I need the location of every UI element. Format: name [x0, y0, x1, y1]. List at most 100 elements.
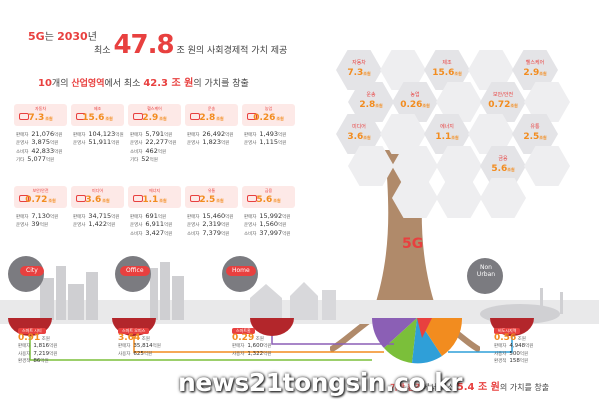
stat-unit: 억원 — [49, 351, 58, 357]
hex-unit: 조원 — [422, 103, 430, 108]
industry-card-unit: 조원 — [276, 116, 284, 121]
bottom-stat-line: 판매자 1,816억원 — [18, 343, 57, 350]
industry-stat-line: 운영사 1,560억원 — [244, 221, 290, 229]
industry-card-unit: 조원 — [48, 198, 56, 203]
stat-unit: 억원 — [221, 141, 230, 147]
stat-value: 500 — [509, 350, 520, 357]
stat-value: 5,077 — [27, 154, 46, 163]
stat-value: 2,319 — [202, 220, 222, 229]
industry-stats: 판매자 26,492억원 운영사 1,823억원 — [187, 131, 233, 148]
stat-label: 판매자 — [118, 344, 131, 350]
stat-label: 판매자 — [130, 215, 143, 220]
industry-card-value: 0.72조원 — [25, 195, 56, 205]
industry-card-unit: 조원 — [273, 198, 281, 203]
hex-value: 5.6조원 — [491, 164, 515, 174]
bottom-card-value: 0.56 — [494, 333, 517, 344]
stat-label: 판매자 — [130, 133, 143, 138]
stat-unit: 억원 — [519, 351, 529, 357]
footer-amount: 5.4 조 원 — [456, 382, 500, 393]
stat-value: 37,997 — [259, 228, 283, 237]
industry-icon — [76, 113, 86, 120]
stat-value: 3,427 — [145, 228, 165, 237]
industry-stats: 판매자 691억원 운영사 6,911억원 소비자 3,427억원 — [130, 213, 172, 238]
headline: 5G는 2030년 — [28, 28, 97, 43]
zone-home: Home — [226, 266, 256, 276]
headline-year: 2030 — [57, 30, 88, 43]
industry-card-unit: 조원 — [216, 116, 224, 121]
industry-card-value: 1.1조원 — [142, 195, 167, 205]
stat-value: 86 — [33, 357, 41, 364]
subhead-count: 10 — [38, 78, 52, 89]
stat-unit: 억원 — [149, 157, 158, 163]
stat-unit: 억원 — [164, 231, 173, 237]
stat-unit: 억원 — [111, 215, 120, 220]
hex-value: 7.3조원 — [347, 68, 371, 78]
hex-label: 에너지 — [440, 124, 454, 130]
industry-card-label: 헬스케어 — [147, 106, 162, 111]
stat-unit: 억원 — [282, 215, 291, 220]
stat-label: 소비자 — [187, 231, 200, 237]
stat-unit: 억원 — [54, 149, 63, 155]
stat-label: 사용자 — [494, 351, 507, 357]
hex-label: 금융 — [498, 156, 508, 162]
hex-unit: 조원 — [363, 71, 371, 76]
footer-mid: 에서 최소 — [422, 383, 455, 392]
bottom-card-value: 3.64 — [118, 333, 141, 344]
industry-card: 제조 15.6조원 — [71, 104, 124, 126]
hex-label: 운송 — [366, 92, 376, 98]
industry-card-label: 금융 — [264, 188, 273, 193]
industry-stat-line: 판매자 15,460억원 — [187, 213, 233, 221]
stat-unit: 억원 — [107, 223, 116, 229]
bottom-stat-line: 사용자 1,322억원 — [232, 351, 271, 358]
hex-unit: 조원 — [451, 135, 459, 140]
root-pie — [372, 318, 462, 364]
stat-value: 625 — [133, 350, 144, 357]
stat-unit: 억원 — [168, 141, 177, 147]
stat-label: 판매자 — [18, 344, 31, 350]
stat-value: 1,493 — [259, 130, 279, 138]
stat-value: 22,277 — [145, 138, 169, 147]
industry-stat-line: 운영사 1,115억원 — [244, 139, 286, 147]
bottom-card-title: 스마트홈 — [232, 328, 255, 334]
bottom-card-value-line: 0.91 조원 — [18, 334, 57, 343]
industry-icon — [19, 195, 29, 202]
stat-value: 6,911 — [145, 220, 165, 229]
stat-value: 462 — [145, 146, 158, 155]
subhead-count-suffix: 개의 — [51, 79, 69, 89]
stat-unit: 억원 — [40, 358, 49, 364]
stat-label: 판매자 — [73, 133, 86, 138]
stat-unit: 억원 — [263, 351, 272, 357]
bottom-card-unit: 조원 — [40, 337, 50, 343]
stat-label: 운영사 — [244, 223, 257, 229]
industry-card: 유통 2.5조원 — [185, 186, 238, 208]
bottom-card: 비도시지역 0.56 조원 판매자 4,948억원 사용자 500억원 환경적 158억원 — [494, 328, 533, 365]
stat-unit: 억원 — [157, 149, 167, 155]
stat-unit: 억원 — [278, 141, 287, 147]
hex-label: 자동차 — [352, 60, 366, 66]
industry-stats: 판매자 1,493억원 운영사 1,115억원 — [244, 131, 286, 148]
stat-label: 판매자 — [187, 215, 200, 220]
industry-icon — [247, 113, 257, 120]
headline-amount: 47.8 — [113, 30, 174, 60]
stat-unit: 억원 — [111, 141, 120, 147]
industry-card: 금융 5.6조원 — [242, 186, 295, 208]
stat-label: 운영사 — [16, 223, 29, 229]
stat-label: 사용자 — [18, 351, 31, 357]
hex-unit: 조원 — [363, 135, 371, 140]
headline-particle: 는 — [44, 32, 54, 43]
hex-value: 1.1조원 — [435, 132, 459, 142]
watermark: news21tongsin.co.kr — [178, 368, 463, 397]
industry-card-label: 농업 — [264, 106, 273, 111]
headline-line2: 최소 47.8 조 원의 사회경제적 가치 제공 — [94, 30, 287, 60]
tree-label: 5G — [402, 236, 424, 252]
headline-prefix: 최소 — [94, 46, 111, 56]
industry-stats: 판매자 104,123억원 운영사 51,911억원 — [73, 131, 124, 148]
industry-stat-line: 기타 5,077억원 — [16, 156, 62, 164]
industry-card-value: 3.6조원 — [85, 195, 110, 205]
industry-card-label: 자동차 — [34, 106, 47, 111]
industry-card-label: 에너지 — [148, 188, 161, 193]
stat-label: 판매자 — [494, 344, 507, 350]
trunk-shape — [370, 150, 440, 320]
stat-unit: 억원 — [50, 215, 59, 220]
industry-stat-line: 운영사 22,277억원 — [130, 139, 176, 147]
